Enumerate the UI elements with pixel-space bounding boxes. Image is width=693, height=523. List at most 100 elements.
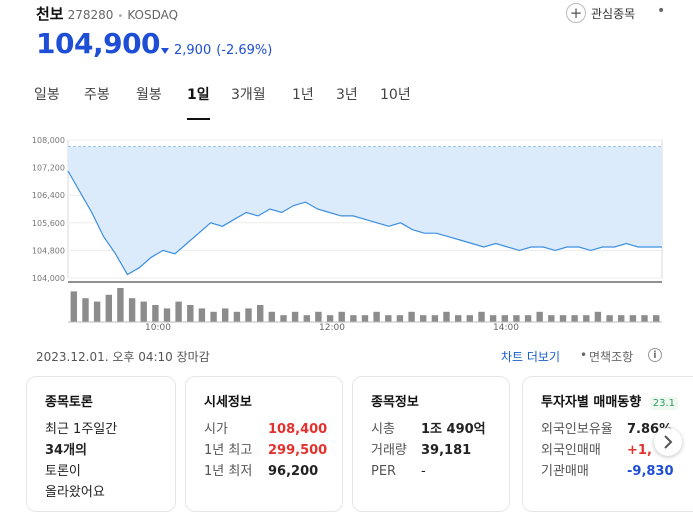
favorite-label: 관심종목 — [591, 6, 636, 21]
discussion-line: 34개의 — [45, 443, 88, 458]
tab-1year[interactable]: 1년 — [292, 87, 314, 103]
info-row: 시총 1조 490억 — [371, 419, 486, 440]
volume-bar — [606, 315, 613, 322]
card-title: 투자자별 매매동향 23.1 — [541, 391, 679, 410]
x-tick-label: 14:00 — [493, 323, 519, 330]
volume-bar — [373, 311, 380, 322]
volume-bar — [571, 315, 578, 322]
discussion-line: 토론이 — [45, 464, 81, 479]
volume-bar — [536, 311, 543, 322]
market-status: 2023.12.01. 오후 04:10 장마감 — [36, 350, 210, 364]
card-title: 종목토론 — [45, 395, 93, 410]
volume-bar — [385, 315, 392, 322]
y-tick-label: 108,000 — [32, 136, 65, 145]
price-change: 2,900 (-2.69%) — [161, 43, 272, 58]
info-row: PER - — [371, 461, 486, 482]
favorite-button[interactable]: + 관심종목 — [566, 2, 635, 24]
info-icon[interactable]: i — [648, 348, 662, 362]
y-tick-label: 106,400 — [32, 191, 65, 200]
volume-bar — [361, 315, 369, 322]
volume-bar — [245, 308, 252, 322]
plus-icon: + — [566, 3, 586, 23]
volume-bar — [629, 315, 637, 322]
card-body: 최근 1주일간 34개의 토론이 올라왔어요 — [45, 419, 117, 503]
row-value: 96,200 — [268, 464, 319, 479]
intraday-price-chart[interactable]: 108,000 107,200 106,400 105,600 104,800 104,0… — [0, 130, 693, 330]
more-options-icon[interactable]: • — [657, 3, 666, 19]
volume-bar — [198, 308, 206, 322]
info-row: 1년 최저 96,200 — [204, 461, 327, 482]
chart-more-link[interactable]: 차트 더보기 — [501, 350, 561, 364]
disclaimer-link[interactable]: 면책조항 — [589, 350, 634, 364]
volume-bar — [350, 315, 357, 322]
volume-bar — [443, 311, 450, 322]
change-percent: (-2.69%) — [216, 43, 273, 58]
stock-code: 278280 — [67, 8, 114, 22]
volume-bar — [513, 315, 520, 322]
volume-bar — [163, 308, 171, 322]
change-amount: 2,900 — [174, 43, 212, 58]
volume-bar — [268, 311, 275, 322]
volume-bar — [152, 305, 159, 322]
next-card-button[interactable] — [654, 428, 682, 456]
volume-bar — [128, 298, 136, 322]
volume-bar — [233, 311, 241, 322]
x-tick-label: 12:00 — [319, 323, 345, 330]
investor-trend-card[interactable]: 투자자별 매매동향 23.1 외국인보유율 7.86% 외국인매매 +1, 기관… — [522, 376, 693, 512]
y-tick-label: 104,000 — [32, 274, 65, 283]
tab-monthly[interactable]: 월봉 — [136, 87, 162, 103]
tab-10years[interactable]: 10년 — [380, 87, 411, 103]
info-row: 1년 최고 299,500 — [204, 440, 327, 461]
row-label: 1년 최고 — [204, 443, 253, 458]
stock-header: 천보 278280 • KOSDAQ — [36, 3, 178, 23]
stock-info-card[interactable]: 종목정보 시총 1조 490억 거래량 39,181 PER - — [352, 376, 510, 512]
volume-bar — [326, 315, 334, 322]
tab-3months[interactable]: 3개월 — [231, 87, 266, 103]
row-label: 기관매매 — [541, 464, 589, 479]
volume-bar — [222, 308, 229, 322]
x-tick-label: 10:00 — [145, 323, 171, 330]
y-tick-label: 105,600 — [32, 219, 65, 228]
volume-bar — [618, 315, 625, 322]
stock-name: 천보 — [36, 5, 64, 23]
separator-dot: • — [117, 11, 124, 22]
separator-dot: • — [580, 348, 588, 362]
volume-bar — [140, 301, 147, 322]
volume-bar — [478, 311, 485, 322]
volume-bar — [82, 298, 89, 322]
tab-daily[interactable]: 일봉 — [34, 87, 60, 103]
market-name: KOSDAQ — [127, 8, 179, 22]
tab-1day[interactable]: 1일 — [187, 84, 210, 120]
row-label: 시총 — [371, 422, 395, 437]
card-body: 시총 1조 490억 거래량 39,181 PER - — [371, 419, 486, 482]
volume-bar — [594, 311, 602, 322]
chevron-right-icon — [664, 435, 673, 449]
volume-bar — [105, 294, 112, 322]
volume-bar — [396, 315, 404, 322]
price-area — [68, 146, 662, 275]
card-title-text: 투자자별 매매동향 — [541, 395, 642, 410]
row-label: 시가 — [204, 422, 228, 437]
row-value: 1조 490억 — [421, 422, 486, 437]
info-row: 거래량 39,181 — [371, 440, 486, 461]
volume-bar — [431, 315, 439, 322]
volume-bar — [420, 315, 427, 322]
info-row: 외국인매매 +1, — [541, 440, 674, 461]
row-label: 1년 최저 — [204, 464, 253, 479]
row-value: 39,181 — [421, 443, 472, 458]
volume-bar — [315, 311, 322, 322]
down-arrow-icon — [161, 47, 169, 54]
row-label: 외국인보유율 — [541, 422, 613, 437]
volume-bar — [489, 315, 497, 322]
discussion-card[interactable]: 종목토론 최근 1주일간 34개의 토론이 올라왔어요 — [26, 376, 176, 512]
volume-bar — [548, 315, 555, 322]
volume-bar — [583, 315, 590, 322]
row-value: +1, — [627, 443, 652, 458]
info-row: 외국인보유율 7.86% — [541, 419, 674, 440]
tab-3years[interactable]: 3년 — [336, 87, 358, 103]
tab-weekly[interactable]: 주봉 — [84, 87, 110, 103]
card-body: 외국인보유율 7.86% 외국인매매 +1, 기관매매 -9,830 — [541, 419, 674, 482]
card-body: 시가 108,400 1년 최고 299,500 1년 최저 96,200 — [204, 419, 327, 482]
quote-info-card[interactable]: 시세정보 시가 108,400 1년 최고 299,500 1년 최저 96,2… — [185, 376, 343, 512]
row-label: PER — [371, 464, 397, 479]
